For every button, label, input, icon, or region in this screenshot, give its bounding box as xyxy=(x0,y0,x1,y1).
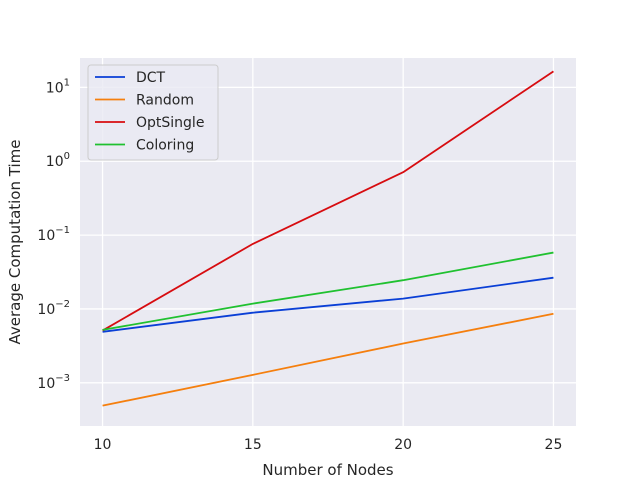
y-axis-label: Average Computation Time xyxy=(6,140,24,345)
x-tick-label: 25 xyxy=(545,437,563,453)
legend-label: DCT xyxy=(136,70,166,86)
x-tick-label: 15 xyxy=(244,437,262,453)
series-line-dct xyxy=(102,276,554,333)
y-tick-label: 100 xyxy=(46,151,70,170)
legend-label: OptSingle xyxy=(136,115,204,131)
x-axis-label: Number of Nodes xyxy=(262,461,393,479)
x-tick-label: 10 xyxy=(94,437,112,453)
y-tick-label: 10−1 xyxy=(37,225,70,244)
y-tick-label: 101 xyxy=(46,77,70,96)
series-lines xyxy=(102,70,554,407)
y-tick-label: 10−3 xyxy=(37,373,70,392)
series-line-random xyxy=(102,312,554,407)
x-tick-label: 20 xyxy=(394,437,412,453)
legend: DCT Random OptSingle Coloring xyxy=(87,64,219,161)
legend-box xyxy=(87,64,219,161)
y-tick-labels: 10−3 10−2 10−1 100 101 xyxy=(37,77,70,391)
legend-label: Random xyxy=(136,93,194,109)
x-tick-labels: 10 15 20 25 xyxy=(94,437,563,453)
series-line-optsingle xyxy=(102,70,554,332)
legend-label: Coloring xyxy=(136,138,194,154)
series-line-coloring xyxy=(102,251,554,331)
y-tick-label: 10−2 xyxy=(37,299,70,318)
